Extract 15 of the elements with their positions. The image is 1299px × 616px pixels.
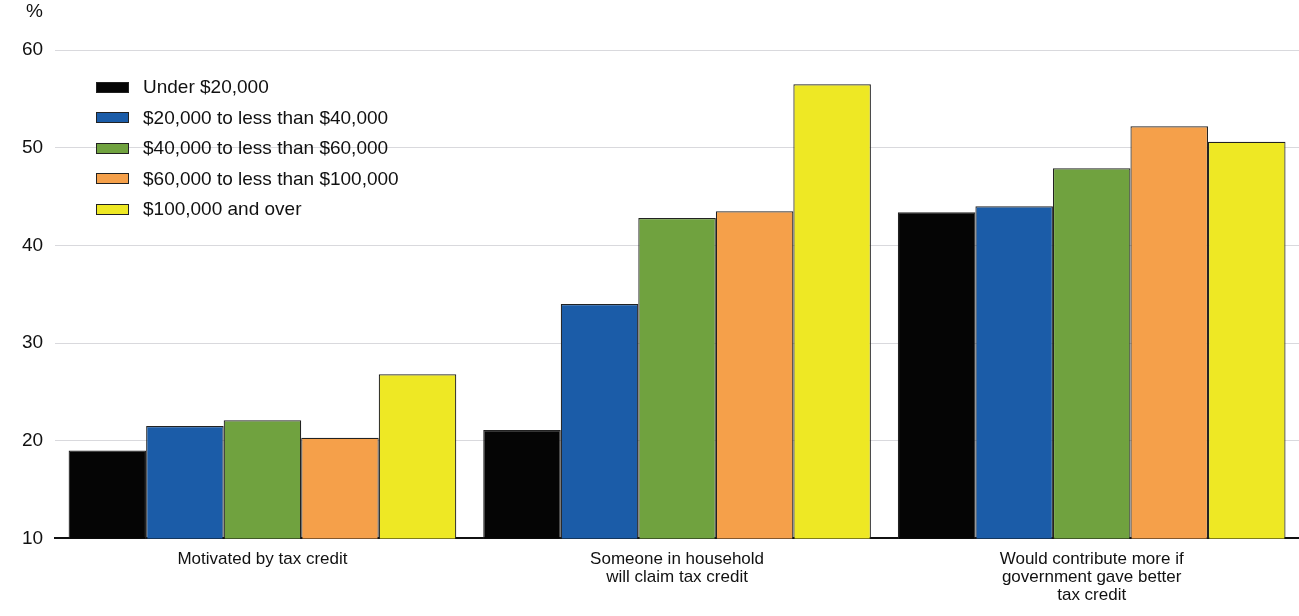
y-tick-label: 30	[21, 331, 44, 353]
legend-label: $20,000 to less than $40,000	[143, 106, 389, 129]
y-tick-label: 10	[21, 526, 44, 548]
x-tick-label: Someone in household will claim tax credit	[590, 549, 765, 586]
x-tick-label: Motivated by tax credit	[177, 549, 348, 569]
y-tick-label: 50	[21, 135, 44, 157]
y-tick-label: 40	[21, 233, 44, 255]
legend-label: $40,000 to less than $60,000	[143, 137, 389, 160]
legend-label: $60,000 to less than $100,000	[143, 167, 399, 190]
legend-label: $100,000 and over	[143, 198, 302, 221]
y-tick-label: 20	[21, 428, 44, 450]
x-tick-label: Would contribute more if government gave better tax credit	[999, 549, 1184, 604]
y-axis-title: %	[26, 0, 43, 22]
y-tick-label: 60	[21, 38, 44, 60]
legend-label: Under $20,000	[143, 76, 269, 99]
